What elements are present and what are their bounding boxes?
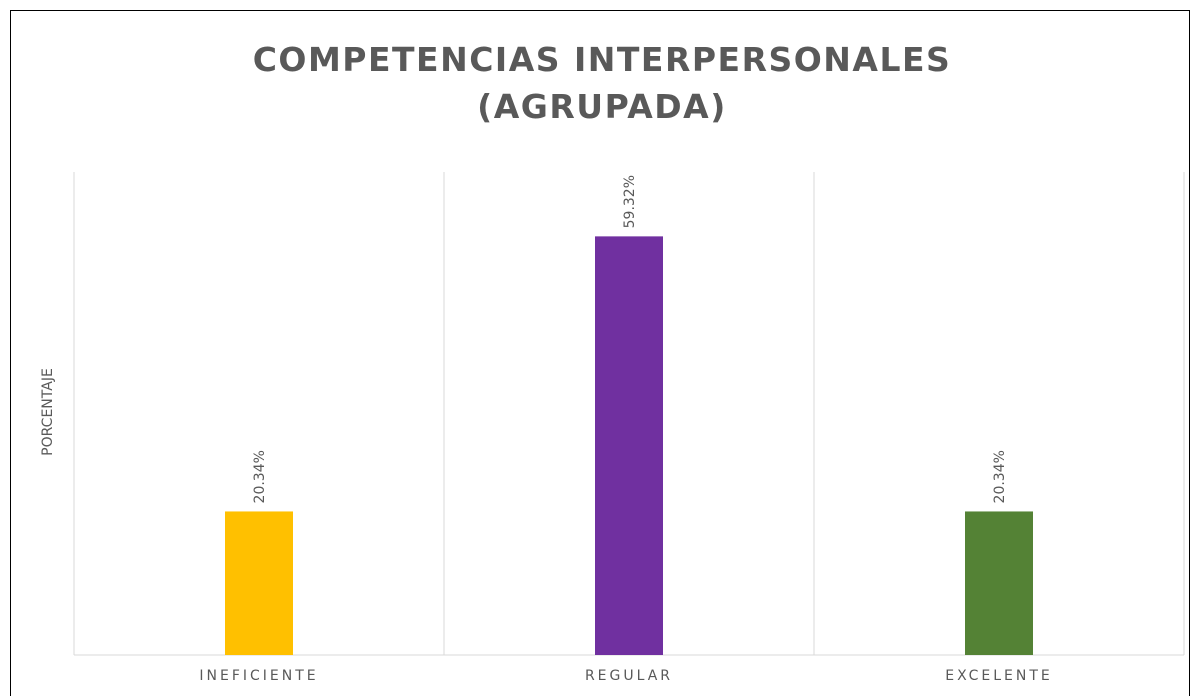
bar [595,236,663,655]
chart-frame [10,10,1190,696]
data-label: 20.34% [252,450,268,503]
data-label: 59.32% [622,175,638,228]
x-tick-label: EXCELENTE [945,668,1053,684]
data-label: 20.34% [992,450,1008,503]
bar [965,511,1033,655]
chart-title: COMPETENCIAS INTERPERSONALES (AGRUPADA) [252,40,952,126]
bar [225,511,293,655]
x-tick-label: REGULAR [585,668,673,684]
y-axis-label: PORCENTAJE [40,368,56,456]
x-tick-label: INEFICIENTE [199,668,318,684]
